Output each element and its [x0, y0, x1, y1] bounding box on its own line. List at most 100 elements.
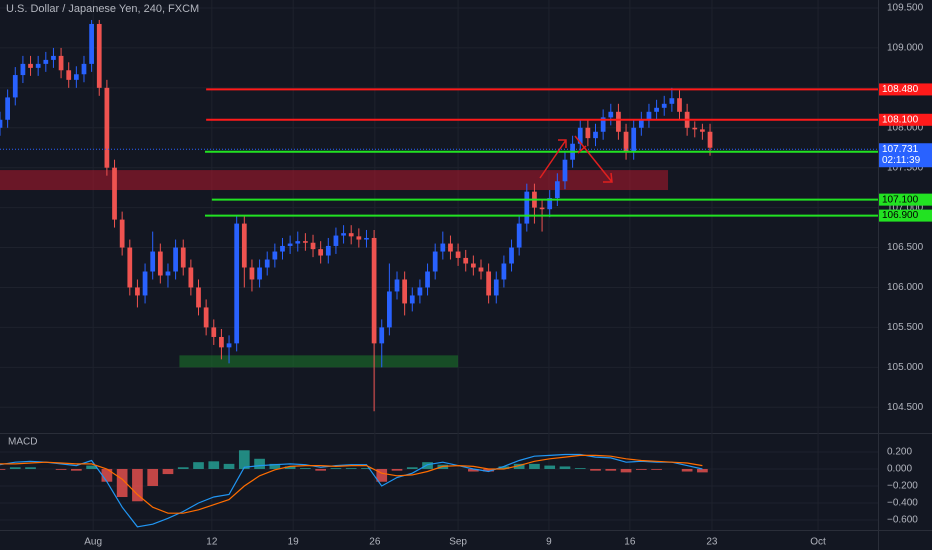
candle-body	[104, 87, 110, 168]
candle-body	[135, 287, 140, 296]
y-tick-label: 108.000	[887, 122, 924, 133]
candle-body	[119, 219, 125, 248]
level-label-bg	[879, 113, 932, 126]
level-label-bg	[879, 193, 932, 206]
candle-body	[547, 198, 553, 210]
candle-body	[303, 241, 308, 243]
x-tick-label: 16	[624, 537, 636, 548]
level-label: 106.900	[882, 210, 919, 221]
y-tick-label: −0.400	[887, 498, 918, 509]
candle-body	[562, 159, 568, 182]
macd-histogram-bar	[223, 463, 235, 469]
macd-histogram-bar	[9, 467, 21, 469]
arrow-up	[539, 139, 567, 179]
y-tick-label: 107.500	[887, 162, 924, 173]
macd-histogram-bar	[376, 468, 388, 482]
candle-body	[417, 287, 423, 296]
candle-body	[585, 127, 591, 139]
y-tick-label: 109.500	[887, 3, 924, 14]
candle-body	[539, 207, 545, 210]
candle-body	[211, 327, 217, 337]
candle-body	[661, 103, 667, 108]
candle-body	[432, 251, 438, 272]
candle-body	[348, 233, 354, 237]
y-tick-label: 0.000	[887, 464, 912, 475]
x-tick-label: Sep	[449, 537, 467, 548]
candle-body	[310, 242, 316, 250]
candle-body	[333, 235, 339, 246]
candle-body	[28, 63, 33, 68]
candle-body	[707, 131, 713, 148]
candle-body	[554, 181, 560, 199]
candle-body	[173, 247, 178, 272]
candle-body	[12, 75, 18, 98]
x-tick-label: 12	[206, 537, 218, 548]
macd-histogram-bar	[468, 468, 479, 472]
candle-body	[356, 236, 362, 240]
candle-body	[440, 243, 446, 252]
candle-body	[325, 245, 331, 256]
candle-body	[43, 59, 49, 64]
candle-body	[593, 131, 598, 139]
candle-body	[241, 223, 247, 268]
y-tick-label: 107.000	[887, 202, 924, 213]
zone	[0, 170, 669, 191]
level-label-bg	[879, 209, 932, 222]
macd-histogram-bar	[147, 468, 159, 486]
macd-histogram-bar	[132, 468, 143, 502]
macd-histogram-bar	[55, 468, 67, 470]
candle-body	[234, 223, 240, 344]
candle-body	[58, 55, 64, 71]
candle-body	[272, 251, 278, 260]
macd-histogram-bar	[345, 468, 357, 469]
macd-histogram-bar	[25, 467, 36, 469]
macd-histogram-bar	[498, 466, 510, 469]
level-label: 108.100	[882, 114, 919, 125]
candle-body	[0, 119, 3, 128]
y-tick-label: 109.000	[887, 43, 924, 54]
macd-histogram-bar	[86, 465, 97, 469]
candle-body	[73, 74, 79, 80]
candle-body	[387, 291, 392, 328]
macd-histogram-bar	[116, 468, 128, 498]
y-tick-label: 105.500	[887, 322, 924, 333]
signal-line	[0, 454, 703, 514]
macd-histogram-bar	[315, 468, 327, 471]
macd-histogram-bar	[361, 468, 372, 469]
candle-body	[287, 243, 293, 246]
macd-histogram-bar	[635, 468, 647, 470]
candle-body	[692, 127, 698, 130]
y-tick-label: −0.200	[887, 481, 918, 492]
candle-body	[623, 131, 629, 152]
candle-body	[341, 233, 346, 236]
candle-body	[364, 237, 369, 240]
candle-body	[486, 271, 491, 296]
candle-body	[157, 251, 163, 276]
chart-title: U.S. Dollar / Japanese Yen, 240, FXCM	[6, 3, 199, 15]
x-tick-label: Oct	[810, 537, 826, 548]
candle-body	[654, 107, 659, 112]
macd-histogram-bar	[208, 461, 220, 469]
y-tick-label: 104.500	[887, 402, 924, 413]
candle-body	[219, 336, 224, 348]
candle-body	[81, 63, 87, 75]
candle-body	[249, 267, 255, 280]
candle-body	[478, 267, 484, 272]
arrow-down	[574, 135, 613, 183]
macd-histogram-bar	[574, 468, 586, 469]
x-tick-label: 26	[369, 537, 381, 548]
macd-histogram-bar	[697, 468, 708, 473]
candle-body	[616, 111, 621, 132]
candle-body	[127, 247, 133, 288]
macd-title: MACD	[8, 437, 37, 448]
candle-body	[608, 111, 614, 118]
macd-histogram-bar	[330, 468, 342, 469]
candle-body	[600, 117, 606, 132]
candle-body	[165, 271, 171, 276]
y-tick-label: 106.000	[887, 282, 924, 293]
candle-body	[677, 98, 682, 112]
candle-body	[379, 327, 385, 344]
